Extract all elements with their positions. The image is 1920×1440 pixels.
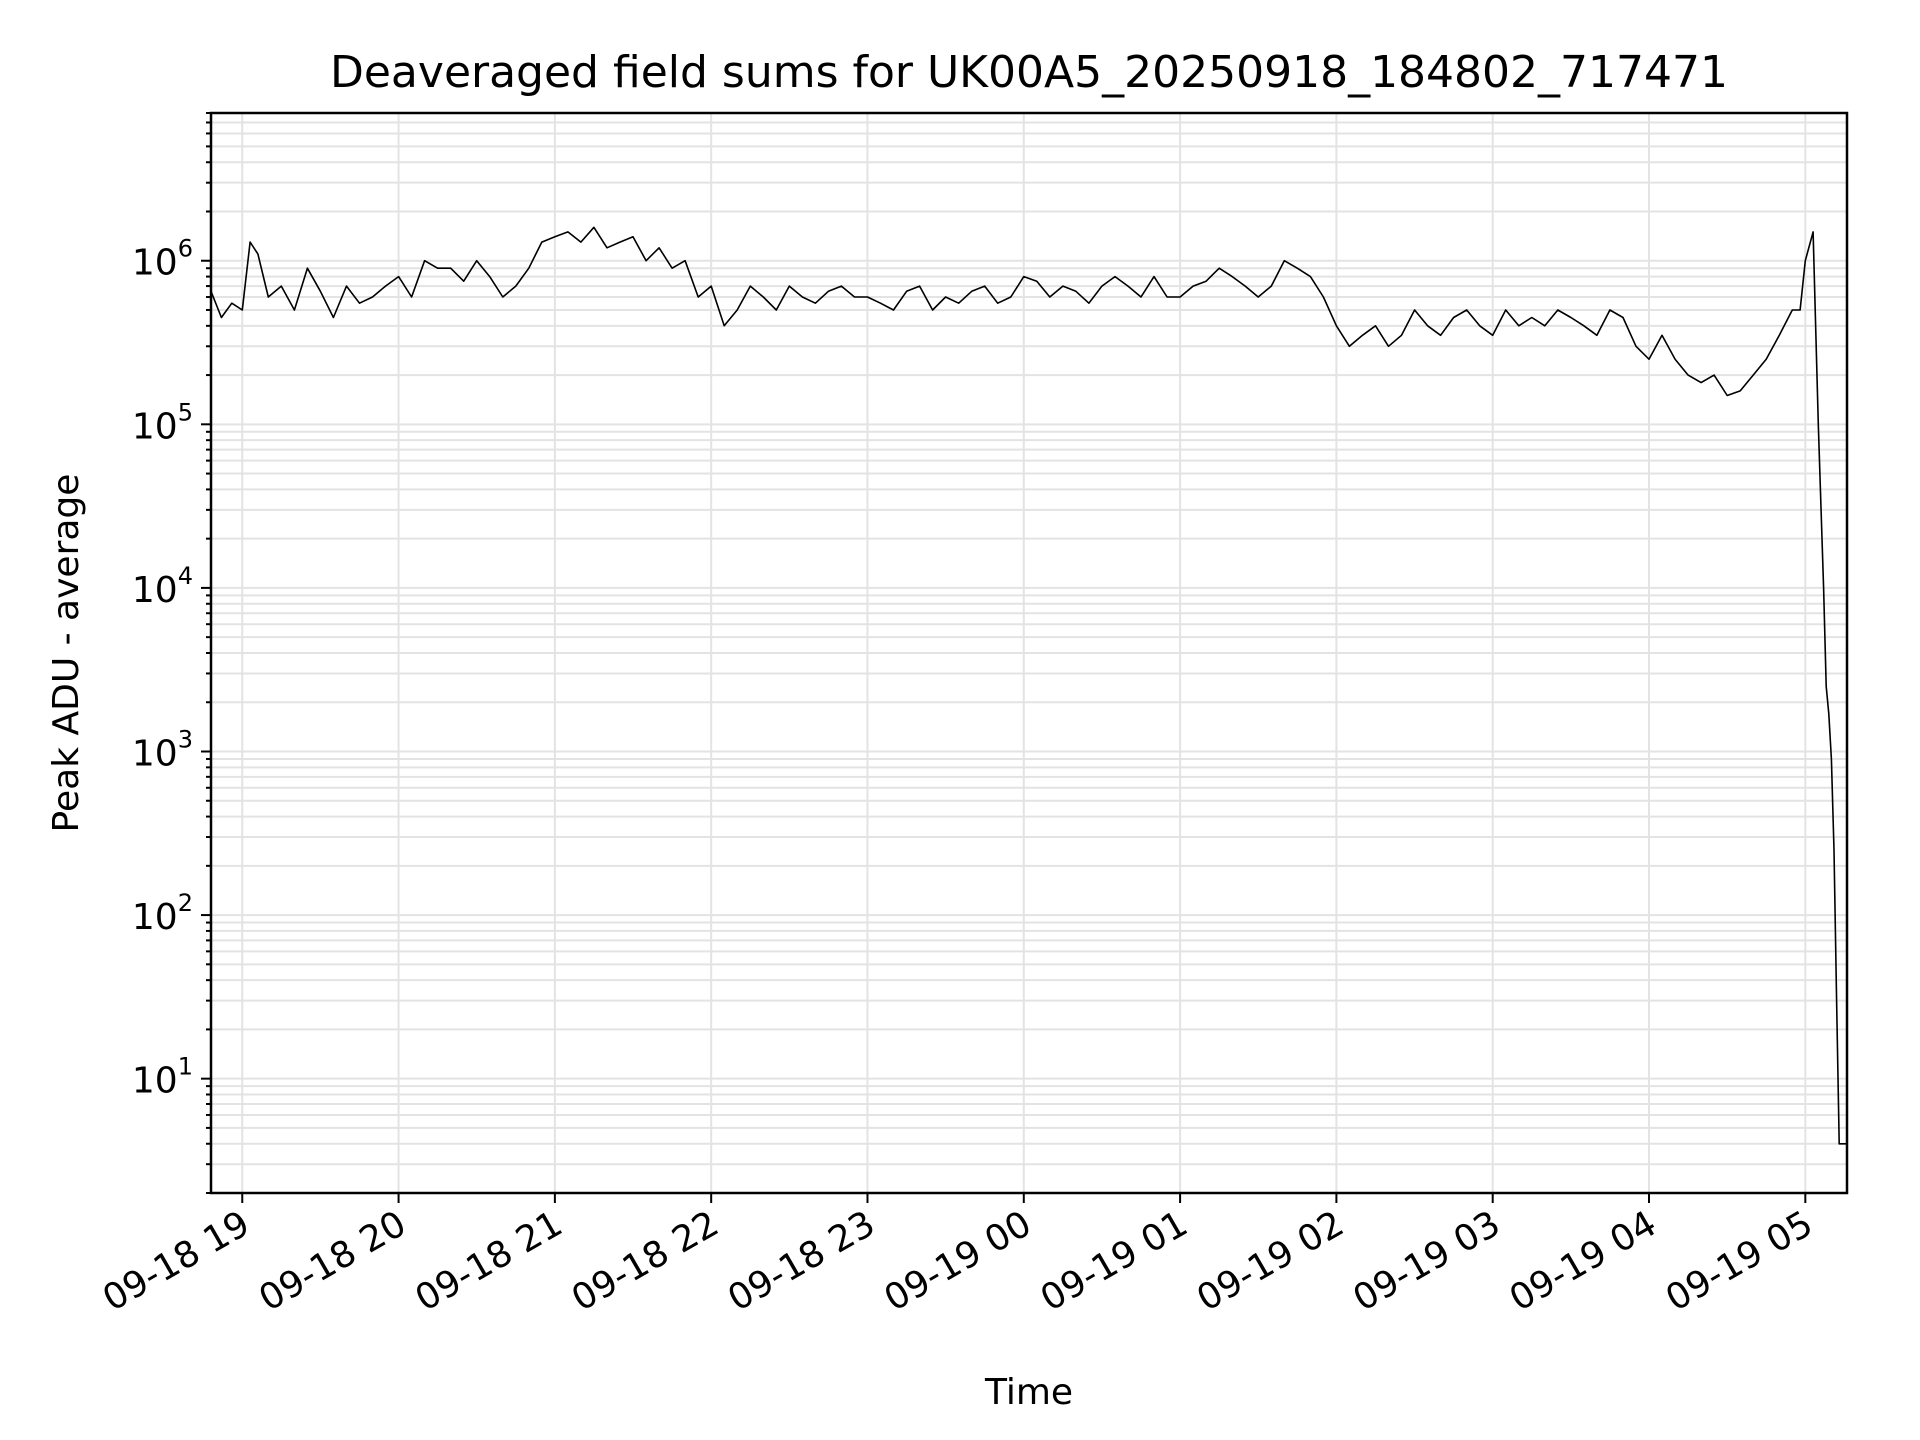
y-tick-base: 10 (132, 1061, 178, 1102)
y-tick-exponent: 5 (178, 398, 193, 426)
series-line (210, 226, 1847, 1145)
grid-lines (211, 112, 1847, 1194)
y-tick-exponent: 1 (178, 1053, 193, 1081)
y-tick-base: 10 (132, 733, 178, 774)
y-tick-exponent: 3 (178, 725, 193, 753)
y-tick-exponent: 2 (178, 889, 193, 917)
chart-title: Deaveraged field sums for UK00A5_2025091… (330, 47, 1728, 98)
y-tick-label: 103 (132, 725, 193, 774)
y-tick-exponent: 4 (178, 562, 193, 590)
y-axis-label: Peak ADU - average (46, 474, 87, 833)
x-axis-label: Time (984, 1372, 1073, 1413)
y-tick-base: 10 (132, 897, 178, 938)
plot-area (210, 226, 1847, 1145)
y-tick-label: 102 (132, 889, 193, 938)
y-tick-label: 101 (132, 1053, 193, 1102)
y-tick-base: 10 (132, 570, 178, 611)
y-tick-exponent: 6 (178, 235, 193, 263)
y-tick-label: 105 (132, 398, 193, 447)
y-tick-base: 10 (132, 406, 178, 447)
y-tick-base: 10 (132, 243, 178, 284)
y-tick-label: 106 (132, 235, 193, 284)
y-tick-label: 104 (132, 562, 193, 611)
